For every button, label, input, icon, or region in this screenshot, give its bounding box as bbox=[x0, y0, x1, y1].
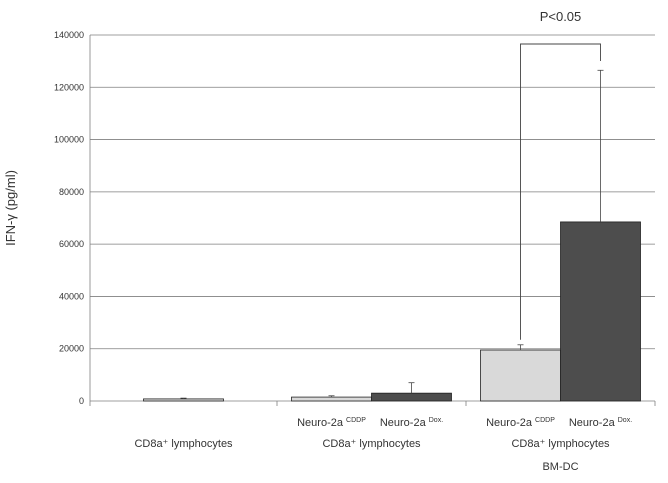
bar-category-label: Neuro-2a CDDP bbox=[297, 417, 366, 429]
bar bbox=[480, 349, 561, 402]
bars bbox=[143, 221, 641, 402]
y-tick-label: 120000 bbox=[54, 82, 84, 92]
group-label: CD8a⁺ lymphocytes bbox=[134, 438, 233, 450]
bar bbox=[291, 396, 372, 402]
group-label: BM-DC bbox=[542, 461, 578, 473]
y-tick-label: 40000 bbox=[59, 291, 84, 301]
significance-annotation: P<0.05 bbox=[520, 9, 601, 340]
bar-category-label: Neuro-2a CDDP bbox=[486, 417, 555, 429]
y-axis-label: IFN-γ (pg/ml) bbox=[3, 170, 18, 246]
group-label: CD8a⁺ lymphocytes bbox=[322, 438, 421, 450]
x-axis-labels: CD8a⁺ lymphocytes Neuro-2a CDDP Neuro-2a D… bbox=[134, 417, 632, 473]
error-bars bbox=[180, 69, 604, 399]
bar bbox=[371, 392, 452, 402]
y-tick-label: 0 bbox=[79, 396, 84, 406]
y-tick-label: 100000 bbox=[54, 135, 84, 145]
y-tick-label: 60000 bbox=[59, 239, 84, 249]
p-value-label: P<0.05 bbox=[540, 9, 582, 24]
y-tick-label: 20000 bbox=[59, 344, 84, 354]
group-label: CD8a⁺ lymphocytes bbox=[511, 438, 610, 450]
y-tick-label: 80000 bbox=[59, 187, 84, 197]
bar-category-label: Neuro-2a Dox. bbox=[380, 417, 443, 429]
bar-category-label: Neuro-2a Dox. bbox=[569, 417, 632, 429]
bar bbox=[560, 221, 641, 402]
grid-lines bbox=[90, 34, 655, 350]
bar bbox=[143, 398, 224, 402]
y-tick-label: 140000 bbox=[54, 30, 84, 40]
significance-bracket bbox=[520, 43, 601, 340]
